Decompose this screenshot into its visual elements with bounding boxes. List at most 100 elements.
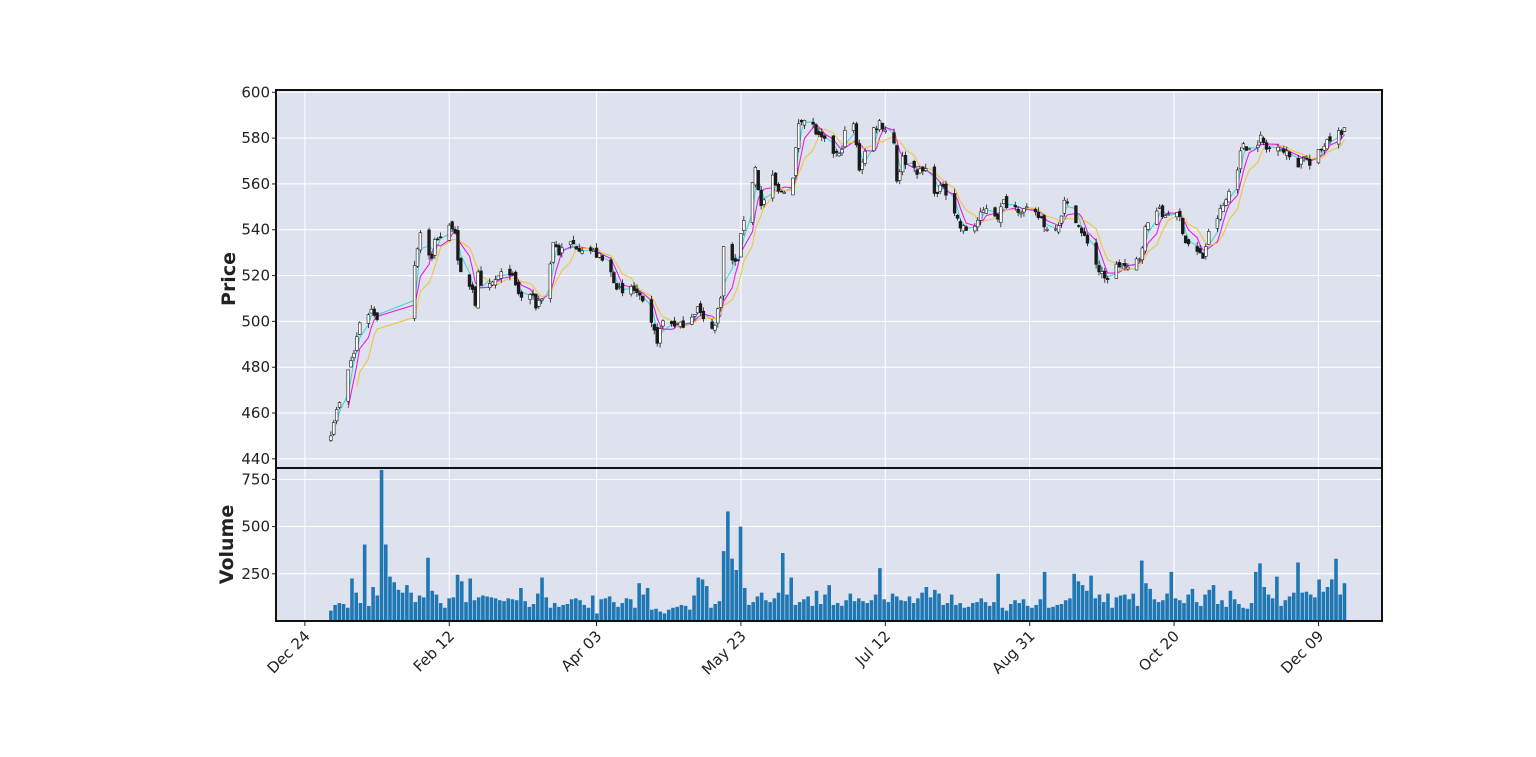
candle [753,165,758,188]
candle [1013,201,1017,211]
candle-body [488,283,492,288]
volume-bar [447,598,451,621]
candle [632,282,636,294]
candle-body [560,247,564,254]
volume-bar [375,595,380,621]
volume-bar [1245,608,1250,621]
candle [958,218,963,233]
candle [1082,227,1087,237]
volume-bar [409,592,413,621]
candle-body [615,283,619,290]
candle-body [693,314,697,317]
candle [762,197,766,208]
candle-body [1305,157,1309,160]
x-tick-label: Dec 09 [1277,627,1327,677]
candle [955,214,960,221]
volume-bar [679,604,684,621]
candle [854,121,859,148]
volume-bar [1300,592,1305,621]
candle-body [782,192,786,194]
candle-body [609,259,613,273]
volume-bar [612,602,616,621]
candle-body [958,221,963,229]
volume-bar [620,603,625,621]
candle [1166,210,1170,216]
candle-body [1103,270,1107,279]
candle-body [771,174,775,199]
volume-bar [1237,604,1241,621]
candle [1325,138,1329,151]
candle-body [1016,208,1020,213]
candle [750,182,755,225]
candle-body [773,172,778,186]
candle [329,431,333,442]
volume-bar [785,594,789,621]
candle-body [750,182,755,223]
candle-body [863,150,867,164]
volume-bar [1194,602,1199,621]
candle [620,279,625,297]
candle-body [1337,130,1341,145]
candle [736,259,740,262]
candle [1019,210,1023,218]
candle [1221,202,1225,213]
candle [438,232,443,239]
candle-body [915,169,919,175]
candle-body [433,239,437,256]
candle [834,148,838,157]
volume-bar [996,573,1000,621]
candle [1204,243,1208,260]
candle [1085,233,1090,247]
candle [1186,238,1191,247]
candle-body [999,206,1003,223]
candle [944,180,948,201]
candle [932,164,937,197]
candle-body [334,409,339,422]
candle [771,170,775,202]
candle [516,279,521,296]
candle [1244,146,1248,151]
candle-body [1302,156,1306,158]
volume-bar [1000,607,1005,621]
candle-body [620,283,625,294]
volume-bar [434,594,439,621]
candle [476,269,480,309]
candle-body [1077,225,1081,227]
price-tick-label: 600 [241,83,270,101]
volume-bar [460,581,464,621]
volume-bar [717,601,722,621]
candle-body [834,150,838,153]
candle-body [1082,231,1087,236]
candle [514,270,518,287]
candle [528,293,532,305]
volume-bar [1097,594,1102,621]
volume-bar [941,604,946,621]
candle [615,283,619,291]
volume-bar [426,557,430,621]
price-y-ticks: 440 460 480 500 520 540 560 580 600 [241,83,276,468]
candle [1097,260,1101,276]
candle-body [1195,246,1199,252]
candle-body [1094,242,1098,265]
volume-bar [671,607,675,621]
candle [1036,207,1041,220]
candle [701,307,706,322]
volume-bar [780,553,785,621]
volume-bar [595,613,599,621]
candle-body [1181,218,1185,235]
volume-bar [468,578,473,621]
candle-body [701,310,706,320]
candle [831,135,836,158]
volume-bar [742,587,747,621]
candle [1238,147,1243,174]
candle [999,202,1003,228]
volume-axis-label: Volume [216,505,238,584]
candle-body [456,230,460,261]
candle [1183,235,1188,244]
volume-bar [683,605,688,621]
candle [467,274,472,290]
candle-body [473,286,477,306]
volume-bar [916,598,920,621]
volume-bar [772,598,777,621]
